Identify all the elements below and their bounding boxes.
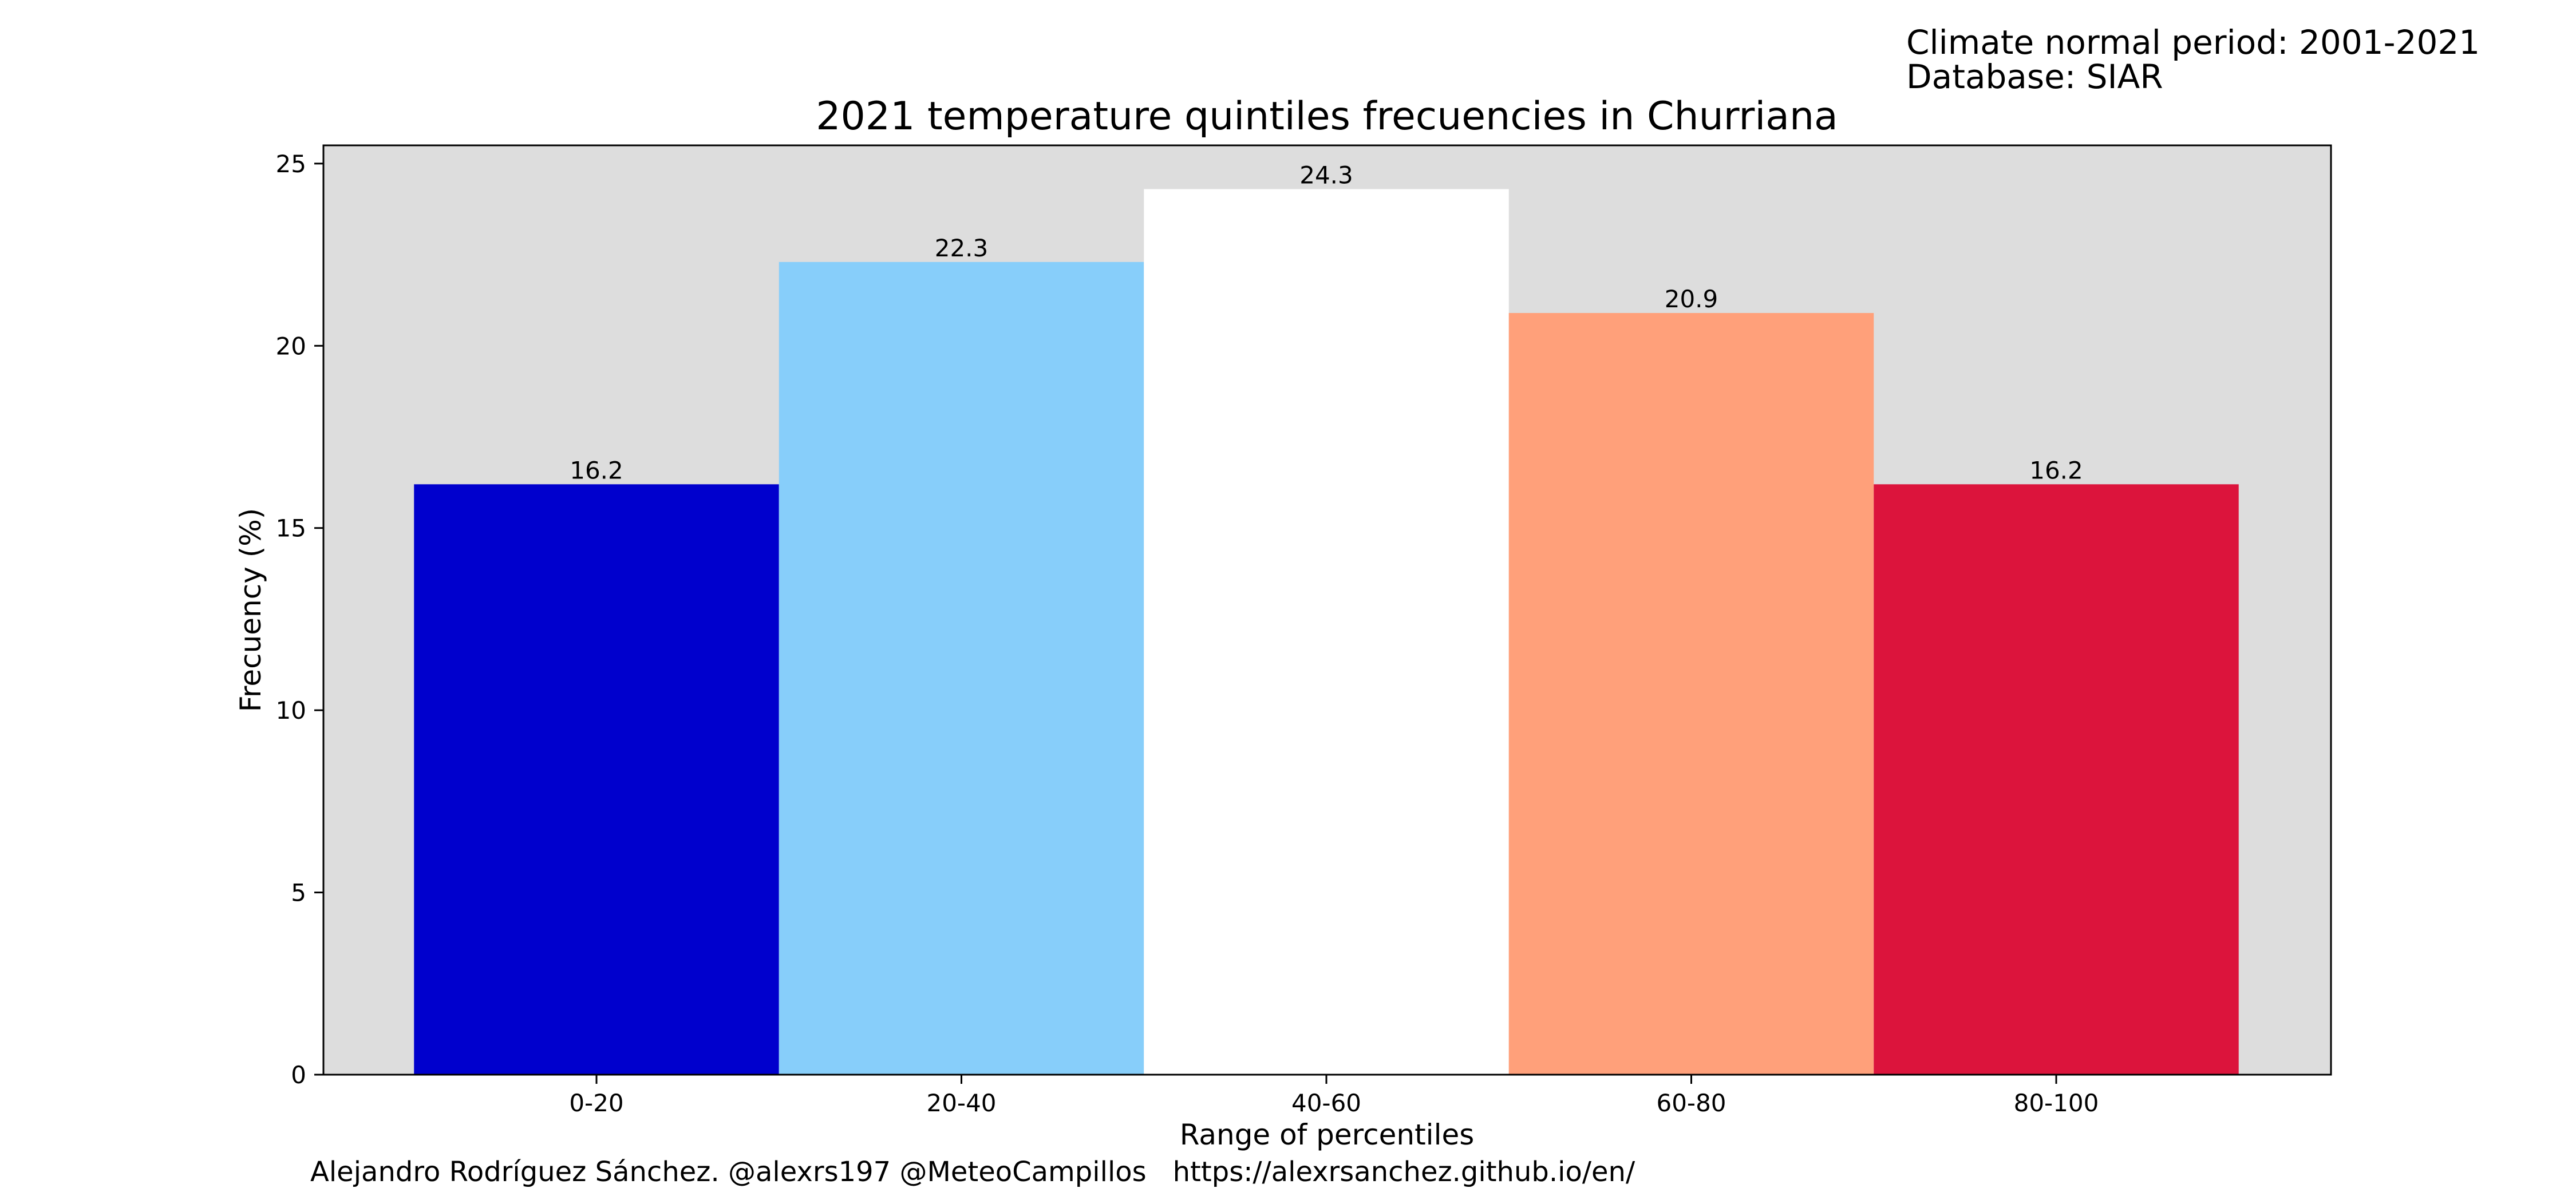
database-source: Database: SIAR xyxy=(1906,57,2163,96)
climate-normal-period: Climate normal period: 2001-2021 xyxy=(1906,23,2480,62)
y-axis-label: Frecuency (%) xyxy=(234,508,267,712)
bar-0-20 xyxy=(414,484,779,1075)
bar-value-label: 24.3 xyxy=(1299,161,1353,189)
footer-credit: Alejandro Rodríguez Sánchez. @alexrs197 … xyxy=(310,1156,1635,1188)
x-tick-label: 0-20 xyxy=(569,1089,623,1117)
y-tick-label: 15 xyxy=(276,514,306,542)
bar-40-60 xyxy=(1144,189,1509,1075)
x-tick-label: 80-100 xyxy=(2014,1089,2099,1117)
y-tick-label: 5 xyxy=(291,879,306,907)
x-axis: 0-20 20-40 40-60 60-80 80-100 xyxy=(569,1075,2099,1117)
bar-value-label: 22.3 xyxy=(935,234,989,262)
y-tick-label: 20 xyxy=(276,332,306,360)
bar-value-label: 16.2 xyxy=(570,456,623,484)
author-url: https://alexrsanchez.github.io/en/ xyxy=(1172,1156,1635,1188)
y-tick-label: 10 xyxy=(276,696,306,724)
x-tick-label: 60-80 xyxy=(1656,1089,1726,1117)
chart-title: 2021 temperature quintiles frecuencies i… xyxy=(816,94,1838,139)
x-tick-label: 40-60 xyxy=(1291,1089,1361,1117)
x-axis-label: Range of percentiles xyxy=(1180,1118,1475,1151)
y-tick-label: 0 xyxy=(291,1061,306,1089)
bar-80-100 xyxy=(1874,484,2239,1075)
bar-value-label: 16.2 xyxy=(2029,456,2083,484)
y-axis: 0 5 10 15 20 25 xyxy=(276,150,323,1089)
bar-20-40 xyxy=(779,262,1144,1075)
value-labels-layer: 16.2 22.3 24.3 20.9 16.2 xyxy=(570,161,2083,484)
bar-value-label: 20.9 xyxy=(1665,285,1718,313)
y-tick-label: 25 xyxy=(276,150,306,178)
bars-layer xyxy=(414,189,2239,1075)
x-tick-label: 20-40 xyxy=(926,1089,996,1117)
author-credit: Alejandro Rodríguez Sánchez. @alexrs197 … xyxy=(310,1156,1147,1188)
bar-60-80 xyxy=(1508,312,1874,1075)
